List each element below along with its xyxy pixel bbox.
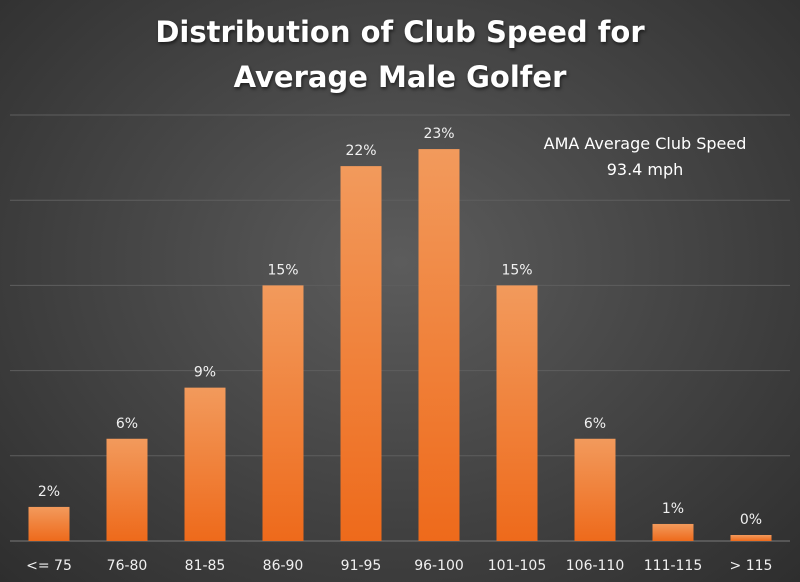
data-label: 0% [740,512,762,528]
bar [496,285,538,541]
data-label: 1% [662,501,684,517]
bar [262,285,304,541]
chart-title: Distribution of Club Speed for Average M… [0,10,800,100]
data-label: 2% [38,484,60,500]
bars [28,149,772,541]
x-tick-label: 91-95 [341,558,382,574]
data-label: 15% [267,262,298,278]
data-labels: 2% 6% 9% 15% 22% 23% 15% 6% 1% 0% [38,126,762,528]
annotation-line-1: AMA Average Club Speed [543,134,747,153]
x-tick-label: <= 75 [26,558,72,574]
x-tick-label: 101-105 [488,558,547,574]
annotation-line-2: 93.4 mph [606,160,684,179]
x-tick-label: 76-80 [107,558,148,574]
chart-title-line-1: Distribution of Club Speed for [155,15,645,49]
x-tick-label: 81-85 [185,558,226,574]
x-tick-label: 86-90 [263,558,304,574]
average-speed-annotation: AMA Average Club Speed 93.4 mph [500,131,790,183]
bar [574,438,616,541]
data-label: 6% [116,416,138,432]
x-tick-label: 111-115 [644,558,703,574]
data-label: 15% [501,262,532,278]
bar [730,535,772,541]
x-tick-label: > 115 [730,558,773,574]
x-axis-tick-labels: <= 75 76-80 81-85 86-90 91-95 96-100 101-105 10… [26,558,772,574]
bar [28,506,70,541]
data-label: 6% [584,416,606,432]
chart-title-line-2: Average Male Golfer [233,60,567,94]
bar [652,523,694,541]
data-label: 23% [423,126,454,142]
x-tick-label: 96-100 [414,558,464,574]
x-tick-label: 106-110 [566,558,625,574]
bar [418,149,460,541]
bar [184,387,226,541]
data-label: 22% [345,143,376,159]
bar [106,438,148,541]
bar [340,166,382,541]
data-label: 9% [194,365,216,381]
